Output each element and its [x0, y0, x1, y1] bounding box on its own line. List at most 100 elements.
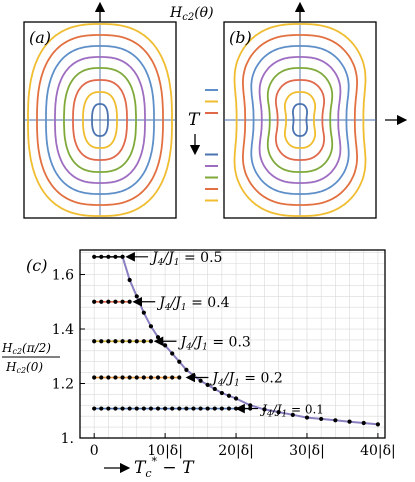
panel-c-grid	[80, 250, 385, 439]
data-point	[113, 339, 118, 344]
panel-c-data	[92, 254, 381, 427]
data-point	[248, 403, 253, 408]
annotation-label: J4/J1 = 0.2	[209, 371, 282, 389]
data-point	[92, 375, 97, 380]
data-point	[163, 375, 168, 380]
data-point	[92, 339, 97, 344]
data-point	[205, 406, 210, 411]
data-point	[276, 410, 281, 415]
panel-c-annotations: J4/J1 = 0.5 J4/J1 = 0.4 J4/J1 = 0.3 J4/J1 =…	[125, 250, 324, 420]
data-point	[177, 406, 182, 411]
panel-b-contour	[292, 103, 308, 137]
data-point	[120, 406, 125, 411]
y-tick-label: 1.6	[52, 268, 74, 284]
annotation-label: J4/J1 = 0.5	[149, 250, 222, 268]
panel-b-contour	[266, 67, 334, 173]
data-point	[134, 339, 139, 344]
data-point	[134, 406, 139, 411]
data-point	[191, 373, 196, 378]
svg-text:Hc2(π/2): Hc2(π/2)	[1, 341, 51, 356]
panel-a-contour	[91, 103, 109, 137]
panel-b-label: (b)	[229, 28, 252, 47]
data-point	[226, 393, 232, 398]
x-tick-label: 0	[90, 443, 99, 459]
annotation-label: J4/J1 = 0.1	[259, 403, 324, 420]
data-point	[375, 422, 381, 427]
data-point	[92, 406, 97, 411]
data-point	[155, 335, 161, 340]
data-point	[134, 375, 139, 380]
x-tick-label: 40|δ|	[360, 443, 396, 459]
data-point	[92, 254, 97, 259]
panel-a-contour	[27, 23, 173, 217]
data-point	[99, 254, 104, 259]
data-point	[347, 419, 352, 424]
panel-c-frame	[79, 249, 386, 439]
data-point	[226, 406, 232, 411]
data-point	[233, 396, 239, 401]
panel-a-contour	[82, 91, 118, 149]
data-point	[319, 416, 324, 422]
y-tick-label: 1.	[61, 431, 74, 447]
data-point	[99, 339, 104, 344]
x-tick-label: 30|δ|	[289, 443, 325, 459]
data-point	[113, 406, 118, 411]
data-point	[219, 406, 224, 411]
data-point	[141, 375, 146, 380]
panel-c-ticks: 0 10|δ| 20|δ| 30|δ| 40|δ| 1. 1.2 1.4 1.6	[52, 268, 396, 459]
panel-a: (a)	[23, 21, 177, 219]
panel-b-contour	[250, 45, 350, 195]
data-point	[99, 375, 104, 380]
data-point	[141, 339, 146, 344]
data-point	[304, 415, 310, 420]
panel-a-contour	[36, 34, 164, 206]
temperature-label: T	[188, 110, 201, 130]
data-point	[99, 299, 104, 304]
data-point	[120, 375, 125, 380]
data-point	[106, 406, 111, 411]
panel-a-contour	[72, 79, 128, 161]
data-point	[148, 406, 154, 411]
data-point	[184, 367, 189, 372]
annotation-label: J4/J1 = 0.3	[177, 334, 250, 352]
data-point	[120, 254, 125, 259]
panel-c: 0 10|δ| 20|δ| 30|δ| 40|δ| 1. 1.2 1.4 1.6 J4/J1 =…	[1, 249, 396, 480]
data-point	[212, 386, 217, 392]
data-point	[219, 390, 224, 396]
panel-c-xlabel: Tc* − T	[134, 455, 195, 480]
panel-a-contour	[45, 45, 155, 195]
data-point	[155, 375, 161, 380]
data-point	[198, 406, 203, 411]
panel-a-contour	[54, 56, 146, 184]
data-point	[113, 299, 118, 304]
panel-c-ylabel: Hc2(π/2) Hc2(0)	[1, 341, 60, 375]
x-tick-label: 20|δ|	[218, 443, 254, 459]
data-point	[127, 375, 132, 380]
panel-c-label: (c)	[26, 256, 47, 275]
panel-b-contour	[284, 91, 316, 149]
data-point	[120, 299, 125, 304]
data-point	[127, 406, 132, 411]
data-point	[120, 339, 125, 344]
data-point	[141, 406, 146, 411]
data-point	[141, 310, 146, 315]
data-point	[163, 343, 168, 348]
panel-b-contour	[241, 34, 359, 206]
data-point	[148, 339, 154, 344]
panel-b-contour	[233, 23, 367, 217]
temperature-key	[205, 89, 218, 202]
panel-b-contour	[275, 79, 325, 161]
data-point	[184, 406, 189, 411]
data-point	[106, 375, 111, 380]
data-point	[127, 299, 132, 304]
panel-a-curves	[27, 23, 173, 217]
data-point	[163, 406, 168, 411]
data-point	[106, 299, 111, 304]
y-tick-label: 1.2	[52, 377, 74, 393]
data-point	[233, 406, 239, 411]
data-point	[127, 277, 132, 283]
data-point	[170, 406, 175, 411]
data-point	[99, 406, 104, 411]
data-point	[333, 418, 338, 423]
data-point	[106, 339, 111, 344]
